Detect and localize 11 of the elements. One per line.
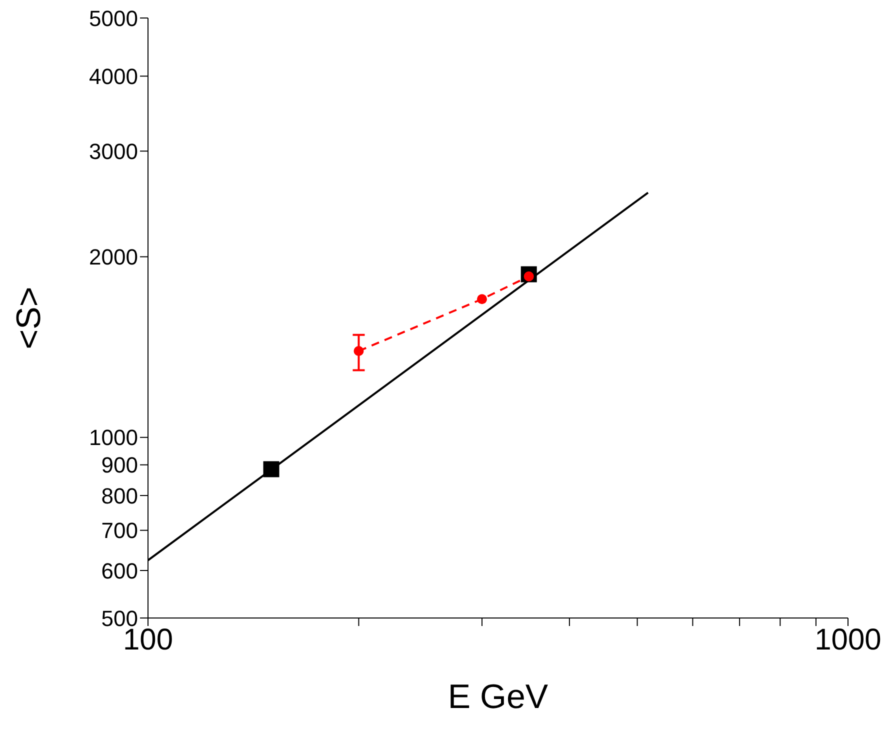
y-tick-label: 800 xyxy=(101,483,138,508)
y-tick-label: 700 xyxy=(101,518,138,544)
y-axis-title: <S> xyxy=(10,286,48,350)
x-axis-title: E GeV xyxy=(448,678,548,716)
y-tick-label: 3000 xyxy=(89,138,138,164)
y-tick-label: 5000 xyxy=(89,6,138,31)
y-tick-label: 600 xyxy=(101,558,138,584)
y-tick-label: 4000 xyxy=(89,64,138,89)
y-tick-label: 900 xyxy=(101,452,138,478)
y-tick-label: 1000 xyxy=(89,425,138,450)
y-tick-label: 2000 xyxy=(89,244,138,270)
